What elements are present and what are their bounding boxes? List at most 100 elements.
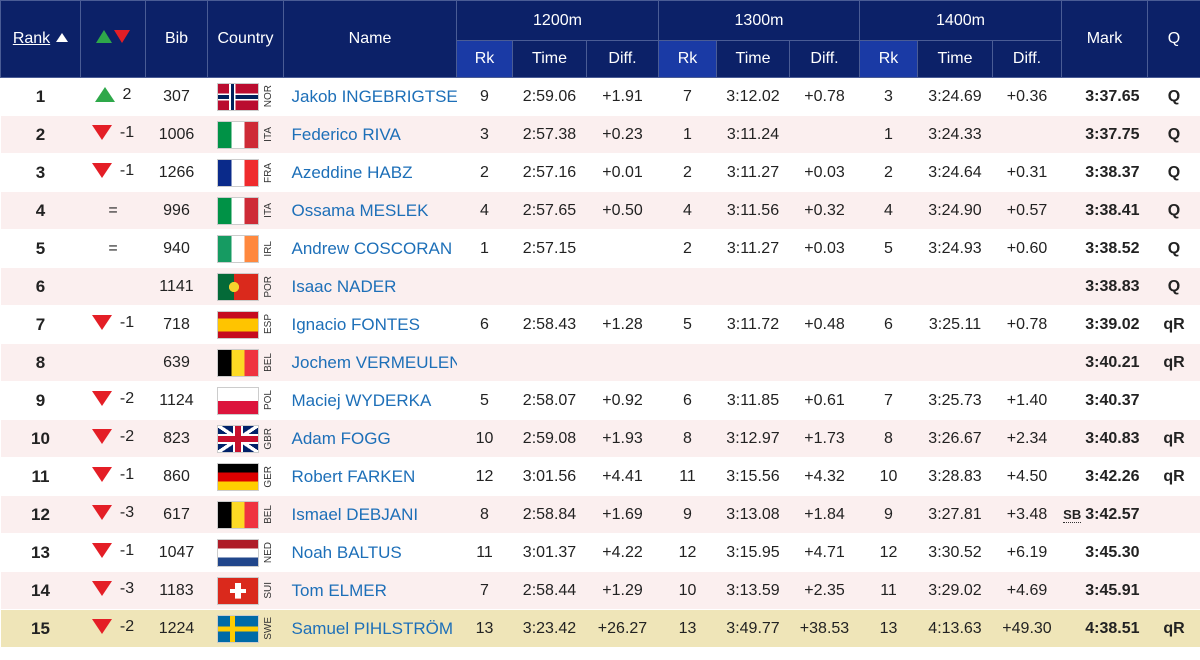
split-rank-cell: 9: [456, 77, 513, 116]
qualification-cell: qR: [1147, 609, 1200, 648]
country-cell: SWE: [207, 609, 284, 648]
bib-cell: 718: [145, 305, 208, 344]
table-row: 14 -3 1183 SUI Tom ELMER 7 2:58.44 +1.29 10 3:13.…: [0, 571, 1200, 610]
athlete-name-link[interactable]: Samuel PIHLSTRÖM: [283, 609, 457, 648]
split-diff-cell: +0.78: [992, 305, 1062, 344]
split-rank-cell: 4: [456, 191, 513, 230]
rank-change-value: =: [108, 201, 118, 219]
bel-flag-icon: [217, 500, 259, 529]
split-time-cell: 2:59.08: [512, 419, 587, 458]
split-rank-cell: 7: [859, 381, 918, 420]
bib-cell: 1183: [145, 571, 208, 610]
country-code: NOR: [263, 85, 274, 108]
athlete-name-link[interactable]: Noah BALTUS: [283, 533, 457, 572]
split-rank-cell: 8: [456, 495, 513, 534]
rank-change-value: -1: [119, 161, 135, 179]
athlete-name-link[interactable]: Isaac NADER: [283, 267, 457, 306]
rank-change-value: -1: [119, 313, 135, 331]
split-diff-header: Diff.: [992, 40, 1062, 78]
mark-value: 3:42.57: [1085, 505, 1140, 523]
split-rank-cell: [658, 267, 717, 306]
athlete-name-link[interactable]: Ismael DEBJANI: [283, 495, 457, 534]
split-diff-cell: +0.23: [586, 115, 659, 154]
split-time-cell: 3:11.24: [716, 115, 790, 154]
split-diff-cell: +0.03: [789, 229, 860, 268]
country-cell: GBR: [207, 419, 284, 458]
irl-flag-icon: [217, 234, 259, 263]
split-rank-cell: 6: [658, 381, 717, 420]
down-arrow-icon: [91, 315, 112, 331]
country-code: POL: [263, 390, 274, 411]
rank-change-cell: -3: [80, 495, 146, 534]
split-diff-cell: +49.30: [992, 609, 1062, 648]
mark-value: 3:37.65: [1085, 87, 1140, 105]
rank-change-value: 2: [122, 85, 132, 103]
rank-change-cell: [80, 267, 146, 306]
rank-change-cell: -1: [80, 115, 146, 154]
split-diff-cell: +2.34: [992, 419, 1062, 458]
split-time-cell: [512, 343, 587, 382]
split-diff-cell: +1.91: [586, 77, 659, 116]
split-time-cell: 3:24.93: [917, 229, 993, 268]
split-time-cell: [917, 343, 993, 382]
down-arrow-icon: [114, 30, 130, 43]
split-rank-cell: 4: [658, 191, 717, 230]
split-rank-cell: 2: [456, 153, 513, 192]
athlete-name-link[interactable]: Adam FOGG: [283, 419, 457, 458]
bib-cell: 1224: [145, 609, 208, 648]
country-cell: POR: [207, 267, 284, 306]
athlete-name-link[interactable]: Azeddine HABZ: [283, 153, 457, 192]
bib-cell: 617: [145, 495, 208, 534]
split-diff-cell: +0.48: [789, 305, 860, 344]
split-rank-cell: [456, 343, 513, 382]
qualification-cell: Q: [1147, 191, 1200, 230]
split-rk-header: Rk: [456, 40, 513, 78]
athlete-name-link[interactable]: Maciej WYDERKA: [283, 381, 457, 420]
split-rank-cell: 6: [456, 305, 513, 344]
athlete-name-link[interactable]: Ignacio FONTES: [283, 305, 457, 344]
split-time-cell: 3:24.64: [917, 153, 993, 192]
split-1400m-header: 1400m: [859, 0, 1062, 41]
athlete-name-link[interactable]: Ossama MESLEK: [283, 191, 457, 230]
rank-change-cell: -1: [80, 533, 146, 572]
split-rank-cell: 5: [456, 381, 513, 420]
qualification-cell: qR: [1147, 343, 1200, 382]
athlete-name-link[interactable]: Robert FARKEN: [283, 457, 457, 496]
split-diff-cell: +4.22: [586, 533, 659, 572]
mark-value: 3:39.02: [1085, 315, 1140, 333]
athlete-name-link[interactable]: Andrew COSCORAN: [283, 229, 457, 268]
mark-cell: 3:38.41: [1061, 191, 1148, 230]
rank-change-cell: -1: [80, 153, 146, 192]
split-diff-cell: [992, 115, 1062, 154]
split-time-cell: [512, 267, 587, 306]
qualification-cell: qR: [1147, 305, 1200, 344]
split-time-cell: 3:11.56: [716, 191, 790, 230]
bib-cell: 639: [145, 343, 208, 382]
split-diff-cell: +1.84: [789, 495, 860, 534]
split-diff-cell: +1.40: [992, 381, 1062, 420]
athlete-name-link[interactable]: Jakob INGEBRIGTSEN: [283, 77, 457, 116]
rank-cell: 14: [0, 571, 81, 610]
rank-cell: 10: [0, 419, 81, 458]
country-cell: ITA: [207, 191, 284, 230]
bib-cell: 996: [145, 191, 208, 230]
split-time-cell: 3:11.27: [716, 153, 790, 192]
athlete-name-link[interactable]: Jochem VERMEULEN: [283, 343, 457, 382]
split-time-header: Time: [917, 40, 993, 78]
ger-flag-icon: [217, 462, 259, 491]
rank-cell: 3: [0, 153, 81, 192]
rank-change-cell: -2: [80, 609, 146, 648]
pol-flag-icon: [217, 386, 259, 415]
split-rank-cell: 10: [658, 571, 717, 610]
split-diff-cell: +2.35: [789, 571, 860, 610]
rank-header[interactable]: Rank: [0, 0, 81, 78]
athlete-name-link[interactable]: Federico RIVA: [283, 115, 457, 154]
country-code: SUI: [263, 582, 274, 599]
athlete-name-link[interactable]: Tom ELMER: [283, 571, 457, 610]
down-arrow-icon: [91, 467, 112, 483]
country-cell: BEL: [207, 343, 284, 382]
split-time-cell: 3:24.69: [917, 77, 993, 116]
down-arrow-icon: [91, 581, 112, 597]
rank-sort-link[interactable]: Rank: [12, 30, 51, 47]
rank-change-value: -3: [119, 579, 135, 597]
